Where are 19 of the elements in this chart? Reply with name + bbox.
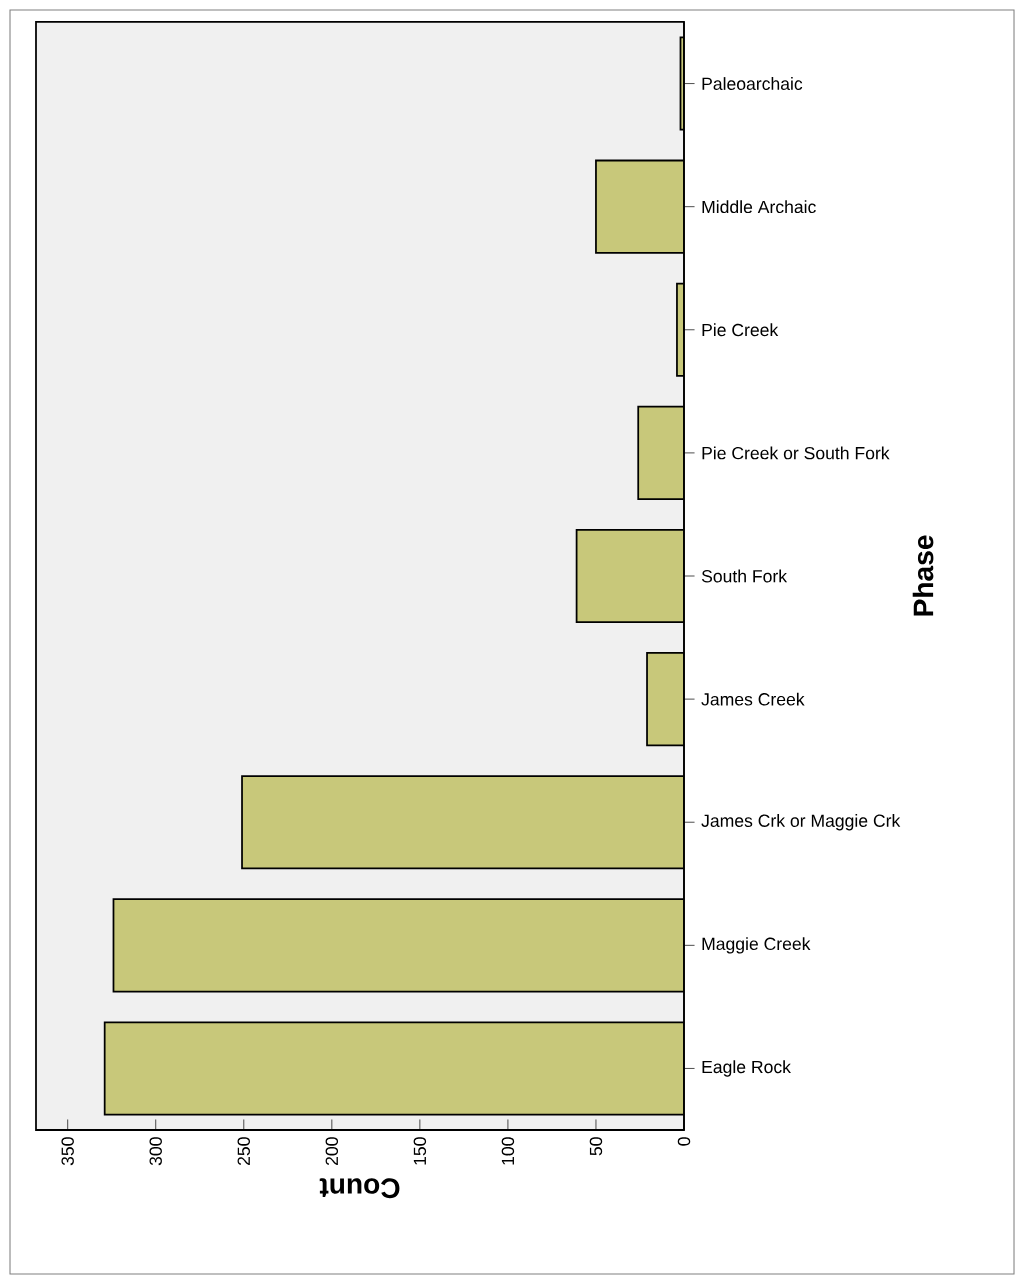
x-tick-label: 250 (237, 1137, 250, 1165)
y-tick-label: Maggie Creek (702, 937, 811, 954)
x-tick-label: 300 (149, 1137, 162, 1166)
x-tick-label: 50 (589, 1137, 603, 1156)
x-tick-label: 350 (61, 1137, 74, 1166)
x-tick-label: 150 (413, 1137, 427, 1165)
y-tick-label: South Fork (701, 569, 788, 583)
y-tick-label: Pie Creek (702, 323, 779, 337)
y-tick-label: Middle Archaic (702, 200, 816, 214)
y-axis-title: Phase (912, 535, 934, 616)
y-tick-label: Eagle Rock (702, 1060, 791, 1077)
x-axis-title: Count (319, 1178, 400, 1199)
y-tick-label: James Crk or Maggie Crk (701, 814, 901, 831)
x-tick-label: 100 (501, 1137, 515, 1165)
y-tick-label: James Creek (701, 692, 805, 706)
y-tick-label: Pie Creek or South Fork (702, 446, 890, 460)
y-tick-label: Paleoarchaic (702, 77, 803, 91)
x-tick-label: 0 (677, 1137, 691, 1146)
x-tick-label: 200 (325, 1137, 339, 1165)
